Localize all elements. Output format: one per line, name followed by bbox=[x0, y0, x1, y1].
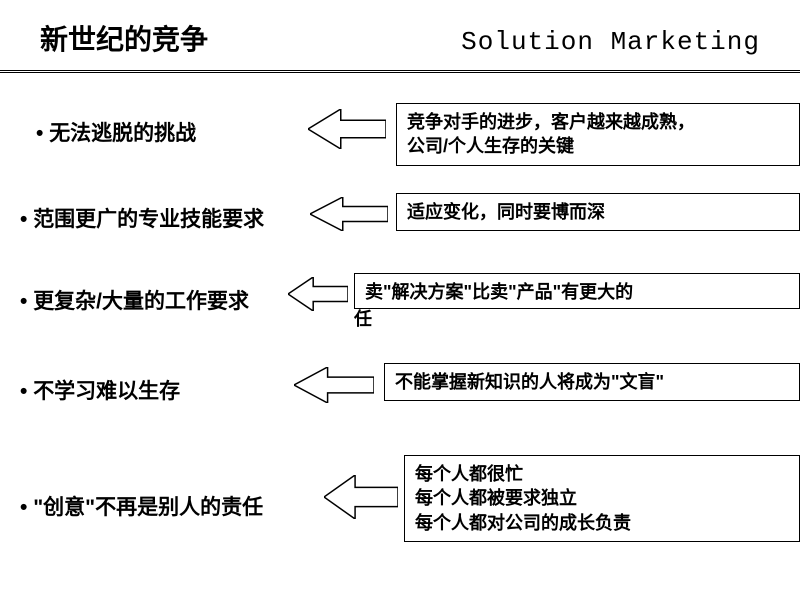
title-right: Solution Marketing bbox=[461, 27, 760, 57]
explanation-box: 每个人都很忙每个人都被要求独立每个人都对公司的成长负责 bbox=[404, 455, 800, 542]
header: 新世纪的竞争 Solution Marketing bbox=[0, 0, 800, 66]
title-left: 新世纪的竞争 bbox=[40, 18, 208, 58]
explanation-box: 不能掌握新知识的人将成为"文盲" bbox=[384, 363, 800, 401]
bullet-item: 更复杂/大量的工作要求 bbox=[20, 285, 249, 315]
explanation-box: 竞争对手的进步，客户越来越成熟，公司/个人生存的关键 bbox=[396, 103, 800, 166]
arrow-left-icon bbox=[308, 109, 386, 154]
row-3: 不学习难以生存 不能掌握新知识的人将成为"文盲" bbox=[0, 361, 800, 447]
bullet-item: 范围更广的专业技能要求 bbox=[20, 203, 264, 233]
arrow-left-icon bbox=[310, 197, 388, 236]
row-2: 更复杂/大量的工作要求 任卖"解决方案"比卖"产品"有更大的 bbox=[0, 275, 800, 361]
explanation-box-overflow: 任 bbox=[354, 307, 372, 331]
bullet-item: 无法逃脱的挑战 bbox=[36, 117, 196, 147]
explanation-box: 卖"解决方案"比卖"产品"有更大的 bbox=[354, 273, 800, 309]
bullet-item: "创意"不再是别人的责任 bbox=[20, 491, 263, 521]
row-0: 无法逃脱的挑战 竞争对手的进步，客户越来越成熟，公司/个人生存的关键 bbox=[0, 103, 800, 189]
arrow-left-icon bbox=[288, 277, 348, 316]
row-1: 范围更广的专业技能要求 适应变化，同时要博而深 bbox=[0, 189, 800, 275]
bullet-item: 不学习难以生存 bbox=[20, 375, 180, 405]
row-4: "创意"不再是别人的责任 每个人都很忙每个人都被要求独立每个人都对公司的成长负责 bbox=[0, 447, 800, 567]
arrow-left-icon bbox=[294, 367, 374, 408]
arrow-left-icon bbox=[324, 475, 398, 524]
explanation-box: 适应变化，同时要博而深 bbox=[396, 193, 800, 231]
content-area: 无法逃脱的挑战 竞争对手的进步，客户越来越成熟，公司/个人生存的关键范围更广的专… bbox=[0, 73, 800, 567]
